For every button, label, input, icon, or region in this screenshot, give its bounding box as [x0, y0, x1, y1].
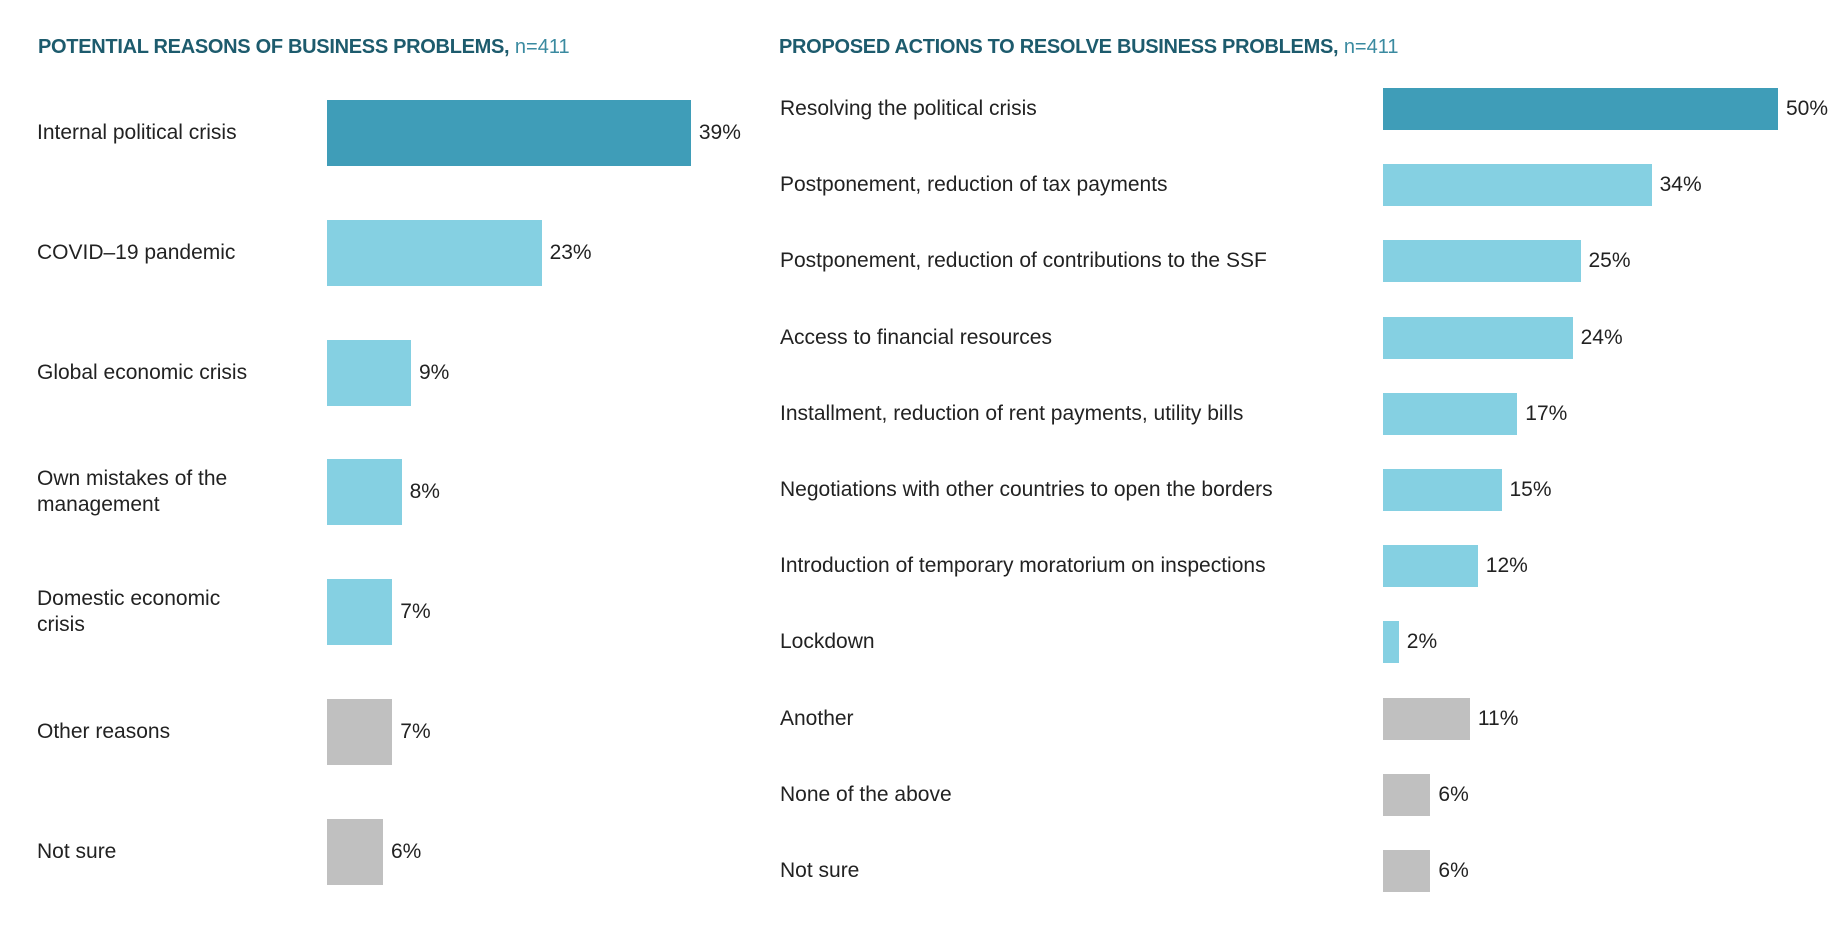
value-label: 50% [1786, 97, 1829, 120]
category-label: Other reasons [37, 720, 171, 743]
bar [327, 219, 542, 286]
left-chart-title: POTENTIAL REASONS OF BUSINESS PROBLEMS, … [38, 36, 570, 59]
left-chart-title-text: POTENTIAL REASONS OF BUSINESS PROBLEMS, [38, 36, 510, 58]
bar [1383, 240, 1581, 283]
bar [1383, 621, 1399, 664]
value-label: 8% [409, 480, 440, 504]
category-label: Introduction of temporary moratorium on … [780, 554, 1266, 578]
category-label: Own mistakes of the management [37, 467, 228, 517]
value-label: 6% [1438, 859, 1469, 882]
value-label: 2% [1406, 630, 1438, 654]
right-chart-sample-size: n=411 [1343, 36, 1399, 58]
category-label: COVID–19 pandemic [37, 240, 236, 264]
bar [1383, 773, 1431, 816]
bar [1383, 88, 1778, 130]
category-label: Not sure [780, 859, 860, 882]
category-label: None of the above [780, 782, 952, 806]
bar [327, 699, 393, 765]
category-label: Domestic economic crisis [37, 587, 221, 637]
value-label: 17% [1525, 401, 1568, 425]
bar [327, 100, 691, 166]
value-label: 9% [418, 360, 450, 384]
category-label: Lockdown [780, 630, 875, 654]
value-label: 15% [1509, 478, 1552, 501]
bar [1383, 316, 1573, 359]
category-label: Not sure [37, 839, 117, 863]
value-label: 23% [549, 240, 592, 264]
right-chart-title: PROPOSED ACTIONS TO RESOLVE BUSINESS PRO… [779, 36, 1399, 59]
bar [1383, 164, 1652, 207]
category-label: Another [780, 706, 854, 730]
category-label: Postponement, reduction of tax payments [780, 173, 1168, 197]
category-label: Access to financial resources [780, 325, 1052, 349]
category-label: Resolving the political crisis [780, 97, 1037, 120]
value-label: 24% [1580, 325, 1623, 349]
value-label: 6% [1438, 782, 1469, 806]
bar [1383, 697, 1470, 740]
value-label: 6% [390, 839, 422, 863]
bar [1383, 545, 1478, 588]
value-label: 34% [1659, 173, 1702, 197]
value-label: 11% [1477, 706, 1519, 730]
bar [1383, 392, 1518, 435]
bar [1383, 469, 1502, 511]
category-label: Global economic crisis [37, 360, 248, 384]
category-label: Negotiations with other countries to ope… [780, 478, 1273, 501]
bar [327, 818, 383, 885]
bar [327, 339, 411, 406]
bar [327, 459, 402, 526]
right-chart-title-text: PROPOSED ACTIONS TO RESOLVE BUSINESS PRO… [779, 36, 1339, 58]
value-label: 39% [698, 121, 741, 144]
value-label: 7% [400, 600, 431, 624]
left-chart-sample-size: n=411 [514, 36, 570, 58]
value-label: 7% [400, 720, 431, 743]
value-label: 12% [1485, 554, 1528, 578]
category-label: Postponement, reduction of contributions… [780, 249, 1267, 273]
category-label: Internal political crisis [37, 121, 237, 144]
category-label: Installment, reduction of rent payments,… [780, 401, 1244, 425]
bar [1383, 850, 1431, 892]
value-label: 25% [1588, 249, 1631, 273]
bar [327, 579, 393, 646]
